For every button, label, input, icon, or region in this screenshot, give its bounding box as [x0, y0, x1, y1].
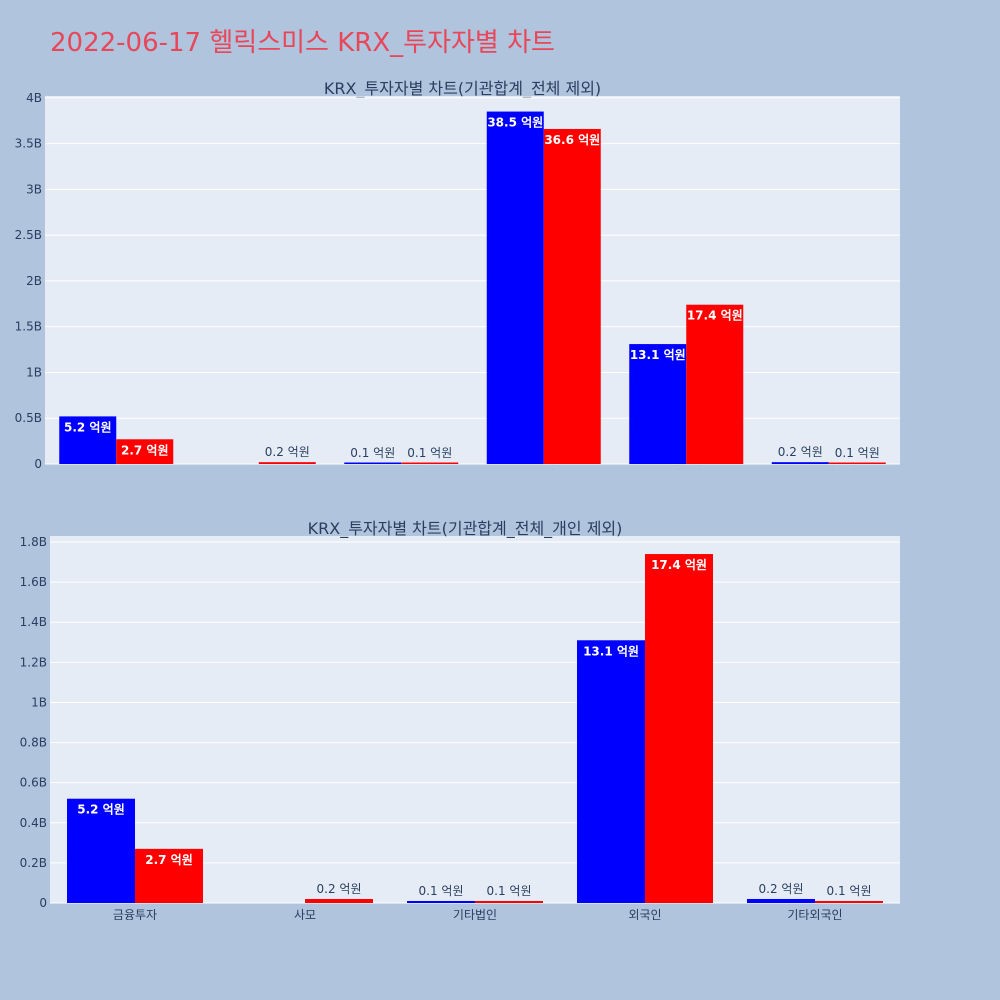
bar — [645, 554, 713, 903]
y-tick-label: 1.2B — [20, 655, 47, 669]
data-label: 0.2 억원 — [317, 882, 362, 896]
x-tick-label: 외국인 — [628, 908, 661, 920]
x-tick-label: 외국인 — [670, 469, 703, 470]
y-tick-label: 1.6B — [20, 575, 47, 589]
y-tick-label: 0.8B — [20, 736, 47, 750]
y-tick-label: 4B — [26, 91, 42, 105]
x-tick-label: 개인 — [533, 469, 555, 470]
plot-area — [45, 96, 900, 464]
x-tick-label: 금융투자 — [94, 469, 138, 470]
y-tick-label: 0 — [39, 896, 47, 910]
plot-area — [50, 536, 900, 903]
data-label: 5.2 억원 — [64, 420, 112, 434]
x-tick-label: 기타외국인 — [787, 908, 842, 920]
y-tick-label: 1.4B — [20, 615, 47, 629]
data-label: 0.2 억원 — [265, 445, 310, 459]
data-label: 0.1 억원 — [407, 446, 452, 460]
x-tick-label: 기타외국인 — [801, 469, 856, 470]
bar — [577, 640, 645, 903]
y-tick-label: 1.5B — [15, 320, 42, 334]
data-label: 17.4 억원 — [651, 558, 707, 572]
x-tick-label: 사모 — [294, 908, 316, 920]
chart-krx-excluding-total: KRX_투자자별 차트(기관합계_전체 제외) 0 0.5B 1B 1.5B 2B 2.5B… — [15, 79, 900, 470]
y-tick-label: 1B — [31, 695, 47, 709]
y-tick-label: 0.4B — [20, 816, 47, 830]
data-label: 2.7 억원 — [145, 853, 193, 867]
bar — [135, 848, 203, 903]
y-tick-label: 0 — [34, 457, 42, 470]
bar — [771, 462, 829, 464]
bar — [815, 900, 883, 903]
data-label: 0.1 억원 — [350, 446, 395, 460]
y-tick-label: 3B — [26, 182, 42, 196]
y-tick-label: 2.5B — [15, 228, 42, 242]
bar — [686, 304, 744, 464]
bar — [407, 900, 475, 903]
chart-krx-excluding-total-individual: KRX_투자자별 차트(기관합계_전체_개인 제외) 0 0.2B 0.4B 0.6B 0… — [20, 519, 900, 920]
y-tick-label: 0.6B — [20, 776, 47, 790]
bar — [344, 462, 402, 464]
bar — [747, 898, 815, 903]
chart-title: KRX_투자자별 차트(기관합계_전체 제외) — [324, 79, 601, 99]
bar — [305, 898, 373, 903]
data-label: 38.5 억원 — [487, 116, 543, 130]
data-label: 0.1 억원 — [487, 884, 532, 898]
data-label: 0.1 억원 — [835, 446, 880, 460]
y-tick-label: 2B — [26, 274, 42, 288]
data-label: 0.1 억원 — [419, 884, 464, 898]
bar — [67, 798, 135, 903]
data-label: 0.2 억원 — [778, 445, 823, 459]
y-tick-label: 0.5B — [15, 411, 42, 425]
data-label: 13.1 억원 — [630, 348, 686, 362]
chart-title: KRX_투자자별 차트(기관합계_전체_개인 제외) — [308, 519, 623, 539]
data-label: 36.6 억원 — [544, 133, 600, 147]
bar — [828, 462, 886, 464]
bar — [486, 111, 544, 464]
bar — [543, 128, 601, 464]
bar — [475, 900, 543, 903]
x-tick-label: 기타법인 — [379, 469, 423, 470]
data-label: 5.2 억원 — [77, 803, 125, 817]
x-tick-label: 사모 — [248, 469, 270, 470]
y-tick-label: 1B — [26, 365, 42, 379]
y-tick-label: 0.2B — [20, 856, 47, 870]
data-label: 2.7 억원 — [121, 443, 169, 457]
data-label: 0.1 억원 — [827, 884, 872, 898]
bar — [629, 344, 687, 464]
bar — [116, 439, 174, 464]
bar — [59, 416, 117, 464]
data-label: 13.1 억원 — [583, 644, 639, 658]
bar — [401, 462, 459, 464]
page-title: 2022-06-17 헬릭스미스 KRX_투자자별 차트 — [50, 28, 555, 58]
y-tick-label: 3.5B — [15, 137, 42, 151]
y-tick-label: 1.8B — [20, 535, 47, 549]
x-tick-label: 기타법인 — [453, 908, 497, 920]
data-label: 17.4 억원 — [687, 309, 743, 323]
data-label: 0.2 억원 — [759, 882, 804, 896]
x-tick-label: 금융투자 — [113, 908, 157, 920]
bar — [258, 462, 316, 464]
